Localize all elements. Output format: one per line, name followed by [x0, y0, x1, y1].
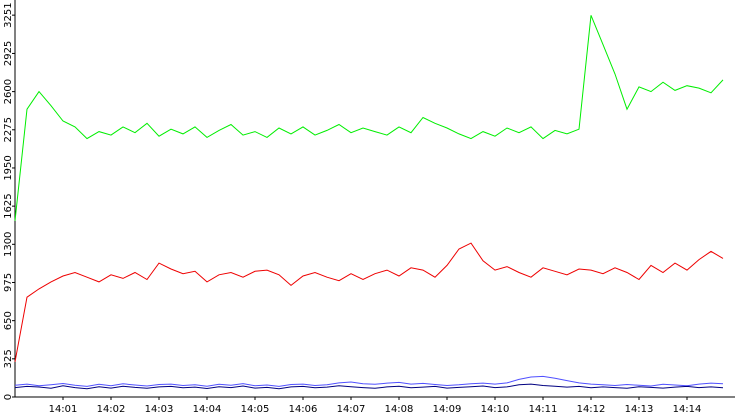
y-tick-label: 1300 [3, 232, 14, 257]
y-tick-label: 2600 [3, 79, 14, 104]
x-tick-label: 14:13 [625, 404, 654, 415]
x-tick-label: 14:03 [145, 404, 174, 415]
y-tick-label: 1625 [3, 193, 14, 218]
x-tick-label: 14:12 [577, 404, 606, 415]
x-tick-label: 14:05 [241, 404, 270, 415]
y-tick-label: 650 [3, 311, 14, 330]
x-tick-label: 14:14 [673, 404, 702, 415]
y-tick-label: 325 [3, 349, 14, 368]
x-tick-label: 14:02 [97, 404, 126, 415]
series-line [14, 383, 724, 390]
series-line [14, 242, 724, 362]
series-line [14, 375, 724, 387]
y-tick-label: 975 [3, 273, 14, 292]
x-tick-label: 14:08 [385, 404, 414, 415]
y-tick-label: 2925 [3, 41, 14, 66]
x-tick-label: 14:06 [289, 404, 318, 415]
x-tick-label: 14:07 [337, 404, 366, 415]
x-tick-label: 14:04 [193, 404, 222, 415]
y-tick-label: 3251 [3, 2, 14, 27]
x-tick-label: 14:01 [49, 404, 78, 415]
x-tick-label: 14:11 [529, 404, 558, 415]
y-tick-label: 0 [3, 394, 14, 400]
series-line [14, 15, 724, 221]
x-tick-label: 14:09 [433, 404, 462, 415]
y-tick-label: 2275 [3, 117, 14, 142]
x-tick-label: 14:10 [481, 404, 510, 415]
y-tick-label: 1950 [3, 155, 14, 180]
